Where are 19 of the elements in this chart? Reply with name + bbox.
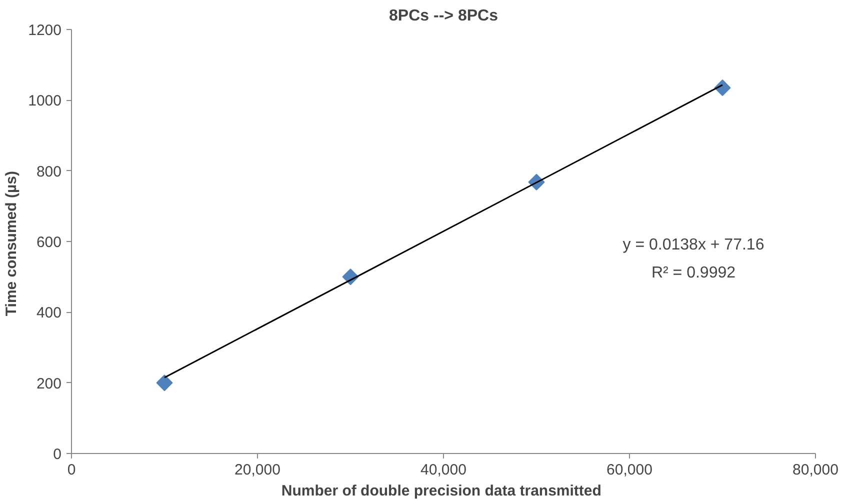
y-tick-label: 600 [36,234,62,251]
y-tick-label: 1200 [28,22,62,39]
y-axis-title: Time consumed (µs) [3,171,20,316]
y-tick-label: 400 [36,304,62,322]
point [156,374,173,392]
annotation: y = 0.0138x + 77.16 [622,236,764,254]
y-tick-label: 800 [36,163,62,180]
y-tick-label: 0 [53,446,62,463]
x-tick-label: 0 [67,462,76,478]
annotation: R² = 0.9992 [651,264,736,282]
point [714,80,731,96]
y-tick-label: 200 [36,375,62,392]
x-tick-label: 80,000 [792,462,838,478]
x-tick-label: 20,000 [234,462,280,478]
x-axis-title: Number of double precision data transmitted [281,482,602,500]
y-tick-label: 1000 [28,92,62,110]
chart-title: 8PCs --> 8PCs [389,8,498,24]
x-tick-label: 60,000 [606,462,652,478]
x-tick-label: 40,000 [420,462,466,478]
